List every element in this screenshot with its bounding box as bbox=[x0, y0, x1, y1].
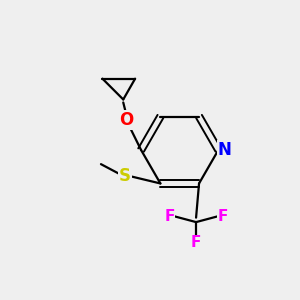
Text: F: F bbox=[218, 209, 228, 224]
Text: F: F bbox=[191, 236, 201, 250]
Text: N: N bbox=[218, 141, 232, 159]
Text: F: F bbox=[164, 209, 175, 224]
Text: O: O bbox=[119, 111, 133, 129]
Text: S: S bbox=[119, 167, 131, 185]
